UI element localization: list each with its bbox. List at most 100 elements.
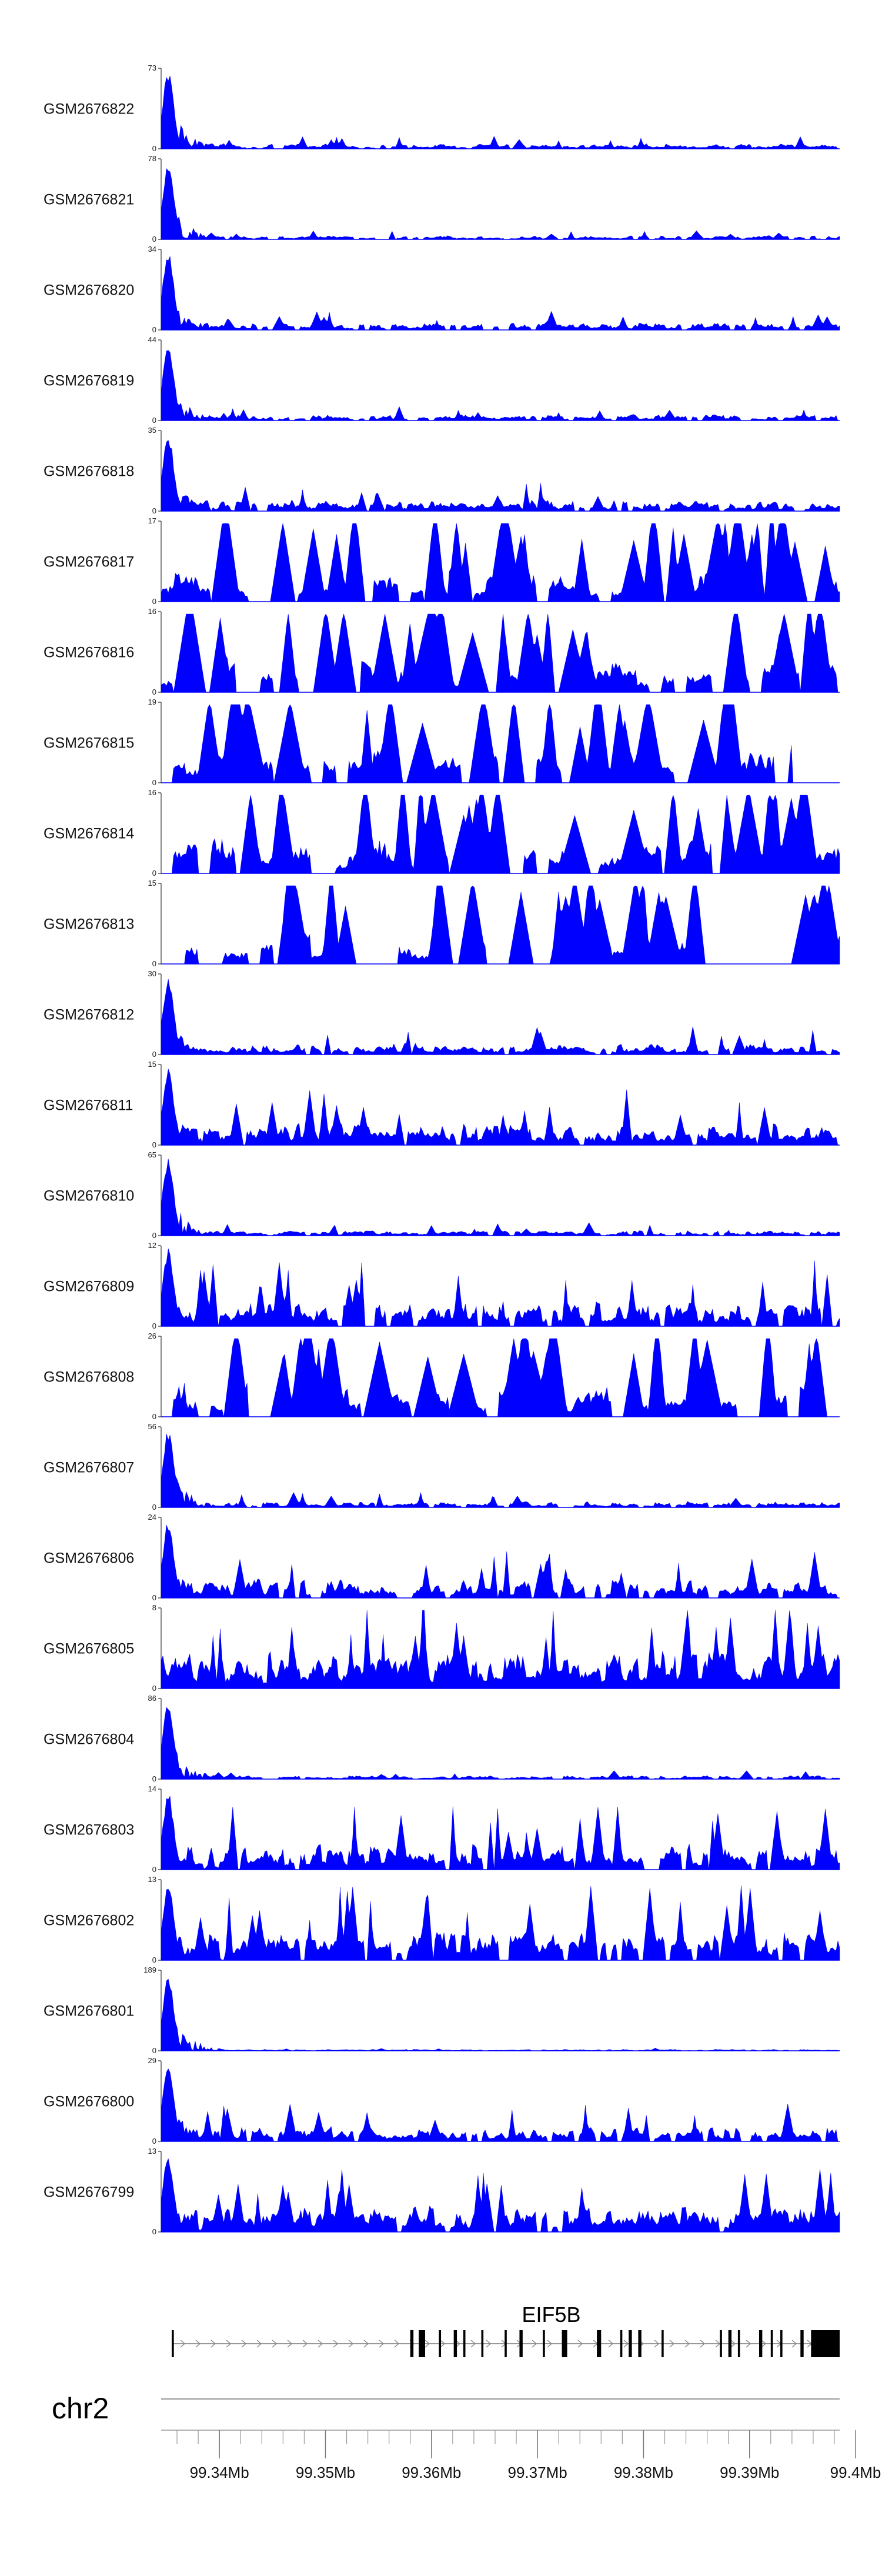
coverage-area: [161, 1069, 840, 1146]
track-label: GSM2676818: [44, 463, 134, 480]
track-GSM2676799: GSM2676799 13 0: [44, 2147, 840, 2236]
y-max-label: 65: [148, 1150, 156, 1159]
y-min-label: 0: [152, 506, 156, 515]
exon: [410, 2330, 414, 2357]
y-max-label: 8: [152, 1603, 156, 1612]
strand-arrow-icon: [272, 2340, 278, 2348]
strand-arrow-icon: [577, 2340, 583, 2348]
y-max-label: 56: [148, 1422, 156, 1431]
track-label: GSM2676815: [44, 735, 134, 752]
track-GSM2676811: GSM2676811 15 0: [44, 1060, 840, 1149]
y-min-label: 0: [152, 1956, 156, 1964]
track-label: GSM2676817: [44, 554, 134, 570]
track-GSM2676813: GSM2676813 15 0: [44, 879, 840, 968]
strand-arrow-icon: [318, 2340, 323, 2348]
track-GSM2676809: GSM2676809 12 0: [44, 1241, 840, 1330]
y-min-label: 0: [152, 1050, 156, 1059]
y-max-label: 189: [143, 1966, 156, 1974]
coverage-area: [161, 2068, 840, 2142]
y-min-label: 0: [152, 597, 156, 606]
y-min-label: 0: [152, 1322, 156, 1330]
y-min-label: 0: [152, 1503, 156, 1511]
strand-arrow-icon: [684, 2340, 690, 2348]
axis-tick-label: 99.39Mb: [720, 2464, 779, 2481]
track-label: GSM2676816: [44, 645, 134, 661]
y-max-label: 13: [148, 2147, 156, 2155]
strand-arrow-icon: [333, 2340, 339, 2348]
track-label: GSM2676821: [44, 192, 134, 208]
y-max-label: 29: [148, 2056, 156, 2065]
track-label: GSM2676812: [44, 1007, 134, 1023]
strand-arrow-icon: [470, 2340, 476, 2348]
exon: [770, 2330, 773, 2357]
track-label: GSM2676800: [44, 2094, 134, 2110]
exon: [172, 2330, 174, 2357]
y-max-label: 15: [148, 1060, 156, 1069]
track-label: GSM2676814: [44, 826, 134, 842]
exon: [780, 2330, 783, 2357]
axis-tick-label: 99.36Mb: [402, 2464, 461, 2481]
y-min-label: 0: [152, 1593, 156, 1602]
y-max-label: 24: [148, 1513, 156, 1521]
strand-arrow-icon: [425, 2340, 430, 2348]
track-GSM2676803: GSM2676803 14 0: [44, 1784, 840, 1874]
strand-arrow-icon: [486, 2340, 492, 2348]
y-max-label: 44: [148, 335, 156, 344]
strand-arrow-icon: [440, 2340, 446, 2348]
coverage-area: [161, 979, 840, 1055]
exon: [800, 2330, 804, 2357]
strand-arrow-icon: [211, 2340, 216, 2348]
exon: [638, 2330, 642, 2357]
exon: [662, 2330, 664, 2357]
y-min-label: 0: [152, 1140, 156, 1149]
y-min-label: 0: [152, 1412, 156, 1421]
coverage-area: [161, 439, 840, 512]
exon: [505, 2330, 507, 2357]
strand-arrow-icon: [746, 2340, 751, 2348]
coverage-area: [161, 1433, 840, 1508]
exon: [543, 2330, 545, 2357]
track-GSM2676806: GSM2676806 24 0: [44, 1513, 840, 1602]
y-max-label: 30: [148, 969, 156, 978]
exon: [453, 2330, 457, 2357]
y-max-label: 16: [148, 607, 156, 616]
track-label: GSM2676822: [44, 101, 134, 118]
strand-arrow-icon: [761, 2340, 767, 2348]
strand-arrow-icon: [700, 2340, 706, 2348]
track-label: GSM2676803: [44, 1822, 134, 1838]
track-GSM2676815: GSM2676815 19 0: [44, 698, 840, 787]
strand-arrow-icon: [241, 2340, 247, 2348]
coverage-area: [161, 1978, 840, 2051]
y-min-label: 0: [152, 325, 156, 334]
exon: [562, 2330, 567, 2357]
track-label: GSM2676804: [44, 1731, 134, 1748]
coverage-area: [161, 2158, 840, 2233]
track-label: GSM2676808: [44, 1369, 134, 1386]
axis-tick-label: 99.4Mb: [830, 2464, 881, 2481]
track-GSM2676801: GSM2676801 189 0: [44, 1966, 840, 2055]
chromosome-ideogram: chr2: [52, 2392, 840, 2425]
axis-tick-label: 99.37Mb: [508, 2464, 567, 2481]
track-GSM2676819: GSM2676819 44 0: [44, 335, 840, 425]
strand-arrow-icon: [547, 2340, 553, 2348]
y-max-label: 26: [148, 1332, 156, 1340]
strand-arrow-icon: [348, 2340, 354, 2348]
track-GSM2676812: GSM2676812 30 0: [44, 969, 840, 1059]
y-max-label: 17: [148, 516, 156, 525]
coverage-area: [161, 704, 840, 783]
coverage-area: [161, 1707, 840, 1780]
exon: [759, 2330, 763, 2357]
y-min-label: 0: [152, 688, 156, 696]
strand-arrow-icon: [791, 2340, 797, 2348]
y-min-label: 0: [152, 235, 156, 243]
track-GSM2676817: GSM2676817 17 0: [44, 516, 840, 606]
track-GSM2676808: GSM2676808 26 0: [44, 1332, 840, 1421]
track-GSM2676816: GSM2676816 16 0: [44, 607, 840, 696]
y-min-label: 0: [152, 869, 156, 877]
track-label: GSM2676813: [44, 916, 134, 933]
coverage-area: [161, 350, 840, 421]
track-GSM2676807: GSM2676807 56 0: [44, 1422, 840, 1511]
strand-arrow-icon: [455, 2340, 461, 2348]
strand-arrow-icon: [180, 2340, 186, 2348]
